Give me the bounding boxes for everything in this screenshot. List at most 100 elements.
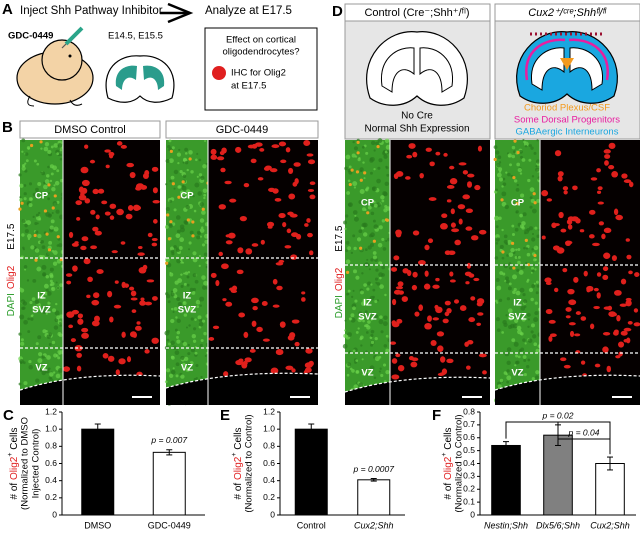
- texture: [504, 204, 509, 210]
- texture: [352, 181, 358, 187]
- texture: [534, 301, 538, 305]
- region-label: SVZ: [358, 312, 377, 323]
- texture: [356, 237, 362, 242]
- texture: [536, 139, 539, 142]
- texture: [364, 310, 368, 314]
- texture: [384, 218, 389, 222]
- texture: [616, 314, 621, 322]
- texture: [45, 312, 48, 315]
- x-tick-label: DMSO: [84, 520, 111, 530]
- texture: [524, 144, 528, 148]
- texture: [541, 190, 549, 197]
- texture: [560, 228, 567, 233]
- x-tick-label: Nestin;Shh: [484, 520, 528, 530]
- texture: [466, 365, 471, 370]
- texture: [511, 224, 515, 228]
- texture: [23, 184, 27, 187]
- texture: [347, 289, 351, 293]
- texture: [560, 357, 567, 362]
- texture: [241, 362, 248, 369]
- texture: [180, 284, 184, 288]
- texture: [366, 331, 369, 334]
- texture: [194, 318, 197, 321]
- texture: [173, 245, 177, 249]
- texture: [166, 213, 170, 217]
- texture: [282, 221, 287, 228]
- texture: [506, 239, 512, 245]
- texture: [384, 293, 387, 297]
- texture: [93, 292, 100, 299]
- texture: [215, 280, 220, 287]
- texture: [613, 208, 619, 216]
- olig2-channel: [540, 140, 640, 405]
- texture: [59, 153, 63, 157]
- texture: [177, 195, 181, 199]
- texture: [502, 177, 506, 181]
- texture: [169, 199, 173, 203]
- texture: [523, 359, 527, 362]
- texture: [116, 208, 124, 216]
- boundary: [344, 376, 491, 393]
- texture: [596, 272, 602, 277]
- texture: [176, 258, 181, 264]
- texture: [507, 308, 513, 314]
- texture: [192, 273, 197, 278]
- y-axis-label: # of Olig2+ Cells: [231, 428, 243, 500]
- x-tick-label: Cux2;Shh: [590, 520, 630, 530]
- region-label: CP: [35, 191, 49, 202]
- texture: [619, 303, 627, 307]
- texture: [270, 367, 279, 374]
- texture: [566, 219, 573, 225]
- texture: [424, 270, 429, 277]
- texture: [344, 319, 347, 322]
- texture: [506, 297, 511, 301]
- texture: [533, 245, 539, 251]
- texture: [204, 354, 207, 357]
- texture: [208, 337, 215, 341]
- texture: [370, 318, 373, 321]
- texture: [523, 246, 526, 250]
- texture: [354, 155, 358, 158]
- texture: [197, 315, 202, 320]
- texture: [37, 182, 42, 187]
- texture: [193, 327, 197, 331]
- texture: [202, 188, 208, 193]
- texture: [549, 333, 557, 338]
- texture: [386, 173, 390, 177]
- texture: [354, 214, 357, 217]
- texture: [626, 337, 631, 344]
- y-axis-label-part: +: [7, 453, 14, 457]
- texture: [125, 213, 133, 220]
- texture: [620, 330, 628, 336]
- texture: [285, 365, 294, 371]
- texture: [199, 228, 205, 233]
- texture: [474, 184, 481, 191]
- texture: [225, 234, 231, 238]
- texture: [294, 341, 300, 347]
- texture: [395, 353, 401, 358]
- texture: [237, 247, 244, 254]
- texture: [364, 248, 368, 252]
- texture: [132, 204, 141, 211]
- texture: [171, 307, 174, 311]
- texture: [59, 321, 62, 325]
- texture: [204, 239, 209, 244]
- texture: [165, 183, 168, 186]
- texture: [411, 357, 419, 362]
- texture: [362, 373, 365, 376]
- texture: [468, 317, 476, 323]
- texture: [271, 144, 280, 149]
- texture: [252, 305, 258, 311]
- texture: [53, 371, 56, 374]
- texture: [174, 350, 180, 356]
- texture: [26, 220, 32, 226]
- texture: [536, 198, 541, 203]
- texture: [513, 139, 517, 143]
- texture: [528, 287, 534, 293]
- texture: [501, 228, 504, 232]
- texture: [27, 233, 32, 239]
- texture: [186, 275, 190, 279]
- texture: [507, 153, 512, 158]
- texture: [383, 191, 388, 197]
- texture: [19, 198, 23, 202]
